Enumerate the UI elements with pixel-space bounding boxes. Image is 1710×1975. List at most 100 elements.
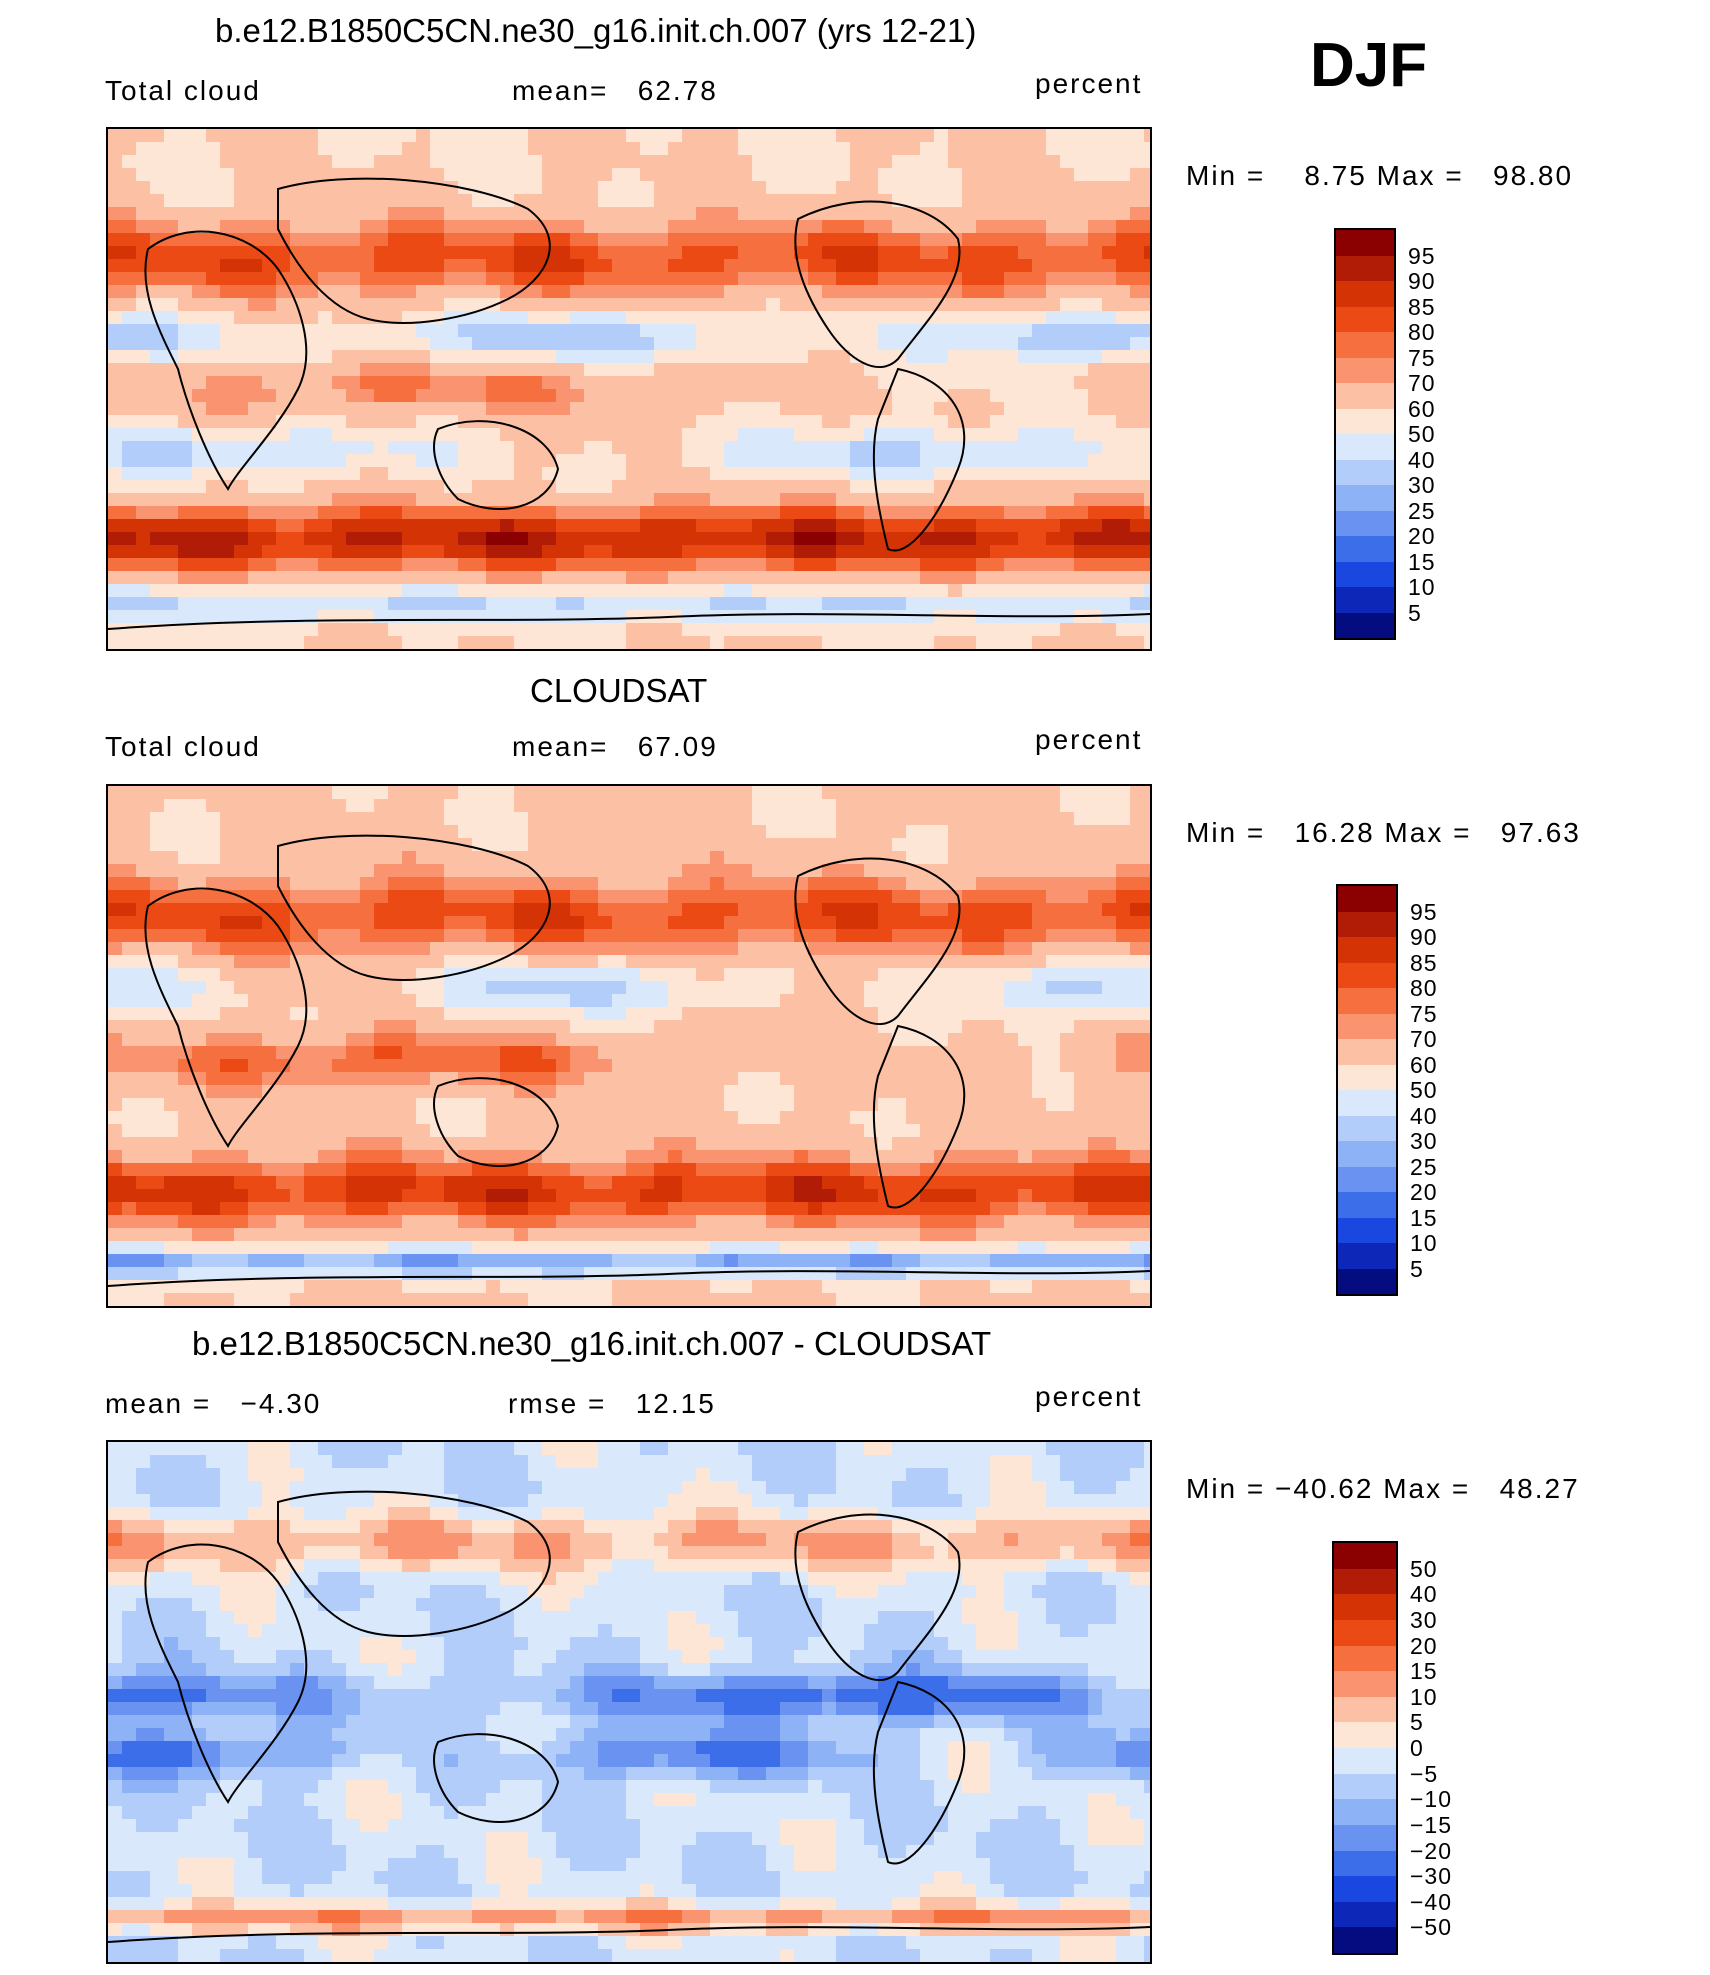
map-cell bbox=[682, 1033, 697, 1047]
map-cell bbox=[388, 903, 403, 917]
map-cell bbox=[262, 1033, 277, 1047]
map-cell bbox=[402, 142, 417, 156]
map-cell bbox=[850, 981, 865, 995]
map-cell bbox=[920, 1007, 935, 1021]
map-cell bbox=[738, 636, 753, 649]
map-cell bbox=[612, 402, 627, 416]
map-cell bbox=[500, 376, 515, 390]
map-cell bbox=[626, 272, 641, 286]
map-cell bbox=[1032, 786, 1047, 800]
map-cell bbox=[1018, 981, 1033, 995]
map-cell bbox=[514, 1033, 529, 1047]
map-cell bbox=[178, 311, 193, 325]
map-cell bbox=[500, 1020, 515, 1034]
map-cell bbox=[780, 623, 795, 637]
map-cell bbox=[1060, 428, 1075, 442]
map-cell bbox=[836, 636, 851, 649]
map-cell bbox=[794, 1085, 809, 1099]
map-cell bbox=[836, 428, 851, 442]
map-cell bbox=[1088, 220, 1103, 234]
map-cell bbox=[906, 129, 921, 143]
map-cell bbox=[920, 467, 935, 481]
map-cell bbox=[822, 812, 837, 826]
map-cell bbox=[332, 584, 347, 598]
map-cell bbox=[850, 285, 865, 299]
map-cell bbox=[682, 246, 697, 260]
map-cell bbox=[738, 168, 753, 182]
map-cell bbox=[178, 129, 193, 143]
map-cell bbox=[374, 994, 389, 1008]
coastline bbox=[144, 230, 308, 491]
map-cell bbox=[1074, 1085, 1089, 1099]
map-cell bbox=[318, 493, 333, 507]
map-cell bbox=[556, 864, 571, 878]
map-cell bbox=[822, 968, 837, 982]
map-cell bbox=[738, 968, 753, 982]
map-cell bbox=[640, 324, 655, 338]
map-cell bbox=[108, 825, 123, 839]
map-cell bbox=[150, 799, 165, 813]
map-cell bbox=[472, 532, 487, 546]
map-cell bbox=[570, 298, 585, 312]
map-cell bbox=[752, 324, 767, 338]
map-cell bbox=[556, 799, 571, 813]
map-cell bbox=[598, 903, 613, 917]
map-cell bbox=[598, 480, 613, 494]
map-cell bbox=[1074, 636, 1089, 649]
map-cell bbox=[430, 454, 445, 468]
map-cell bbox=[584, 545, 599, 559]
map-cell bbox=[206, 994, 221, 1008]
map-cell bbox=[1018, 285, 1033, 299]
map-cell bbox=[654, 519, 669, 533]
map-cell bbox=[696, 1098, 711, 1112]
map-cell bbox=[584, 929, 599, 943]
map-cell bbox=[1130, 324, 1145, 338]
map-cell bbox=[122, 532, 137, 546]
map-cell bbox=[640, 636, 655, 649]
map-cell bbox=[1060, 519, 1075, 533]
map-cell bbox=[192, 786, 207, 800]
map-cell bbox=[276, 1085, 291, 1099]
map-cell bbox=[920, 259, 935, 273]
map-cell bbox=[388, 532, 403, 546]
map-cell bbox=[262, 389, 277, 403]
map-cell bbox=[808, 1111, 823, 1125]
map-cell bbox=[822, 623, 837, 637]
map-cell bbox=[990, 220, 1005, 234]
map-cell bbox=[150, 1007, 165, 1021]
map-cell bbox=[248, 1072, 263, 1086]
map-cell bbox=[374, 337, 389, 351]
map-cell bbox=[780, 298, 795, 312]
map-cell bbox=[402, 259, 417, 273]
map-cell bbox=[962, 955, 977, 969]
map-cell bbox=[500, 864, 515, 878]
map-cell bbox=[850, 799, 865, 813]
map-cell bbox=[472, 916, 487, 930]
map-cell bbox=[276, 571, 291, 585]
map-cell bbox=[570, 838, 585, 852]
map-cell bbox=[304, 851, 319, 865]
map-cell bbox=[1102, 994, 1117, 1008]
map-cell bbox=[164, 519, 179, 533]
map-cell bbox=[486, 155, 501, 169]
map-cell bbox=[948, 259, 963, 273]
map-cell bbox=[444, 851, 459, 865]
map-cell bbox=[626, 532, 641, 546]
map-cell bbox=[318, 389, 333, 403]
map-cell bbox=[206, 1033, 221, 1047]
map-cell bbox=[612, 272, 627, 286]
map-cell bbox=[934, 994, 949, 1008]
map-cell bbox=[332, 220, 347, 234]
map-cell bbox=[598, 415, 613, 429]
map-cell bbox=[808, 324, 823, 338]
map-cell bbox=[1130, 129, 1145, 143]
map-cell bbox=[808, 1085, 823, 1099]
map-cell bbox=[1116, 194, 1131, 208]
map-cell bbox=[878, 480, 893, 494]
map-cell bbox=[430, 597, 445, 611]
map-cell bbox=[486, 129, 501, 143]
map-cell bbox=[962, 545, 977, 559]
map-cell bbox=[1004, 623, 1019, 637]
map-cell bbox=[108, 1072, 123, 1086]
map-cell bbox=[1130, 597, 1145, 611]
